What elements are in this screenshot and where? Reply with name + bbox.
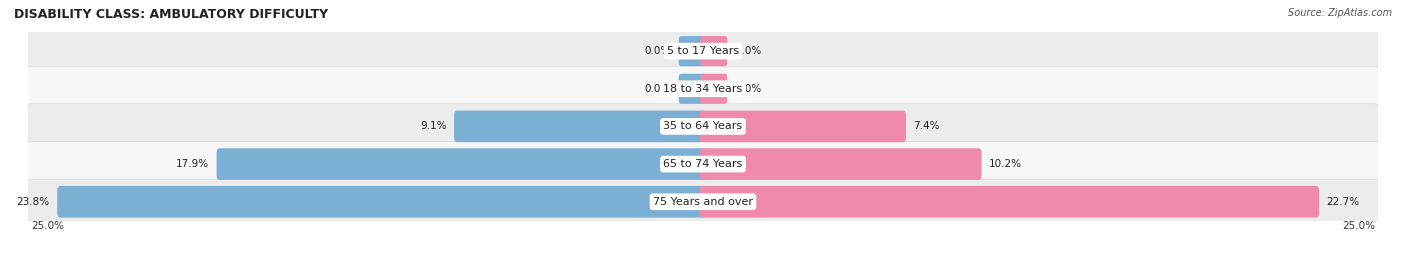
Text: 35 to 64 Years: 35 to 64 Years bbox=[664, 121, 742, 132]
Text: 0.0%: 0.0% bbox=[735, 84, 762, 94]
FancyBboxPatch shape bbox=[700, 36, 727, 66]
Text: 23.8%: 23.8% bbox=[17, 197, 49, 207]
Text: 22.7%: 22.7% bbox=[1327, 197, 1360, 207]
FancyBboxPatch shape bbox=[27, 66, 1379, 111]
Text: 0.0%: 0.0% bbox=[644, 46, 671, 56]
Text: 7.4%: 7.4% bbox=[914, 121, 941, 132]
Text: 0.0%: 0.0% bbox=[644, 84, 671, 94]
Text: 10.2%: 10.2% bbox=[990, 159, 1022, 169]
FancyBboxPatch shape bbox=[27, 141, 1379, 187]
Text: 18 to 34 Years: 18 to 34 Years bbox=[664, 84, 742, 94]
FancyBboxPatch shape bbox=[454, 111, 706, 142]
Text: Source: ZipAtlas.com: Source: ZipAtlas.com bbox=[1288, 8, 1392, 18]
FancyBboxPatch shape bbox=[700, 148, 981, 180]
FancyBboxPatch shape bbox=[700, 111, 905, 142]
FancyBboxPatch shape bbox=[679, 36, 706, 66]
Text: 0.0%: 0.0% bbox=[735, 46, 762, 56]
Text: 75 Years and over: 75 Years and over bbox=[652, 197, 754, 207]
Text: 9.1%: 9.1% bbox=[420, 121, 447, 132]
FancyBboxPatch shape bbox=[217, 148, 706, 180]
Text: DISABILITY CLASS: AMBULATORY DIFFICULTY: DISABILITY CLASS: AMBULATORY DIFFICULTY bbox=[14, 8, 328, 21]
FancyBboxPatch shape bbox=[27, 29, 1379, 74]
FancyBboxPatch shape bbox=[700, 74, 727, 104]
Text: 5 to 17 Years: 5 to 17 Years bbox=[666, 46, 740, 56]
FancyBboxPatch shape bbox=[27, 179, 1379, 224]
FancyBboxPatch shape bbox=[700, 186, 1319, 218]
FancyBboxPatch shape bbox=[679, 74, 706, 104]
FancyBboxPatch shape bbox=[27, 104, 1379, 149]
Text: 65 to 74 Years: 65 to 74 Years bbox=[664, 159, 742, 169]
FancyBboxPatch shape bbox=[58, 186, 706, 218]
Text: 25.0%: 25.0% bbox=[31, 221, 63, 231]
Text: 17.9%: 17.9% bbox=[176, 159, 209, 169]
Text: 25.0%: 25.0% bbox=[1343, 221, 1375, 231]
